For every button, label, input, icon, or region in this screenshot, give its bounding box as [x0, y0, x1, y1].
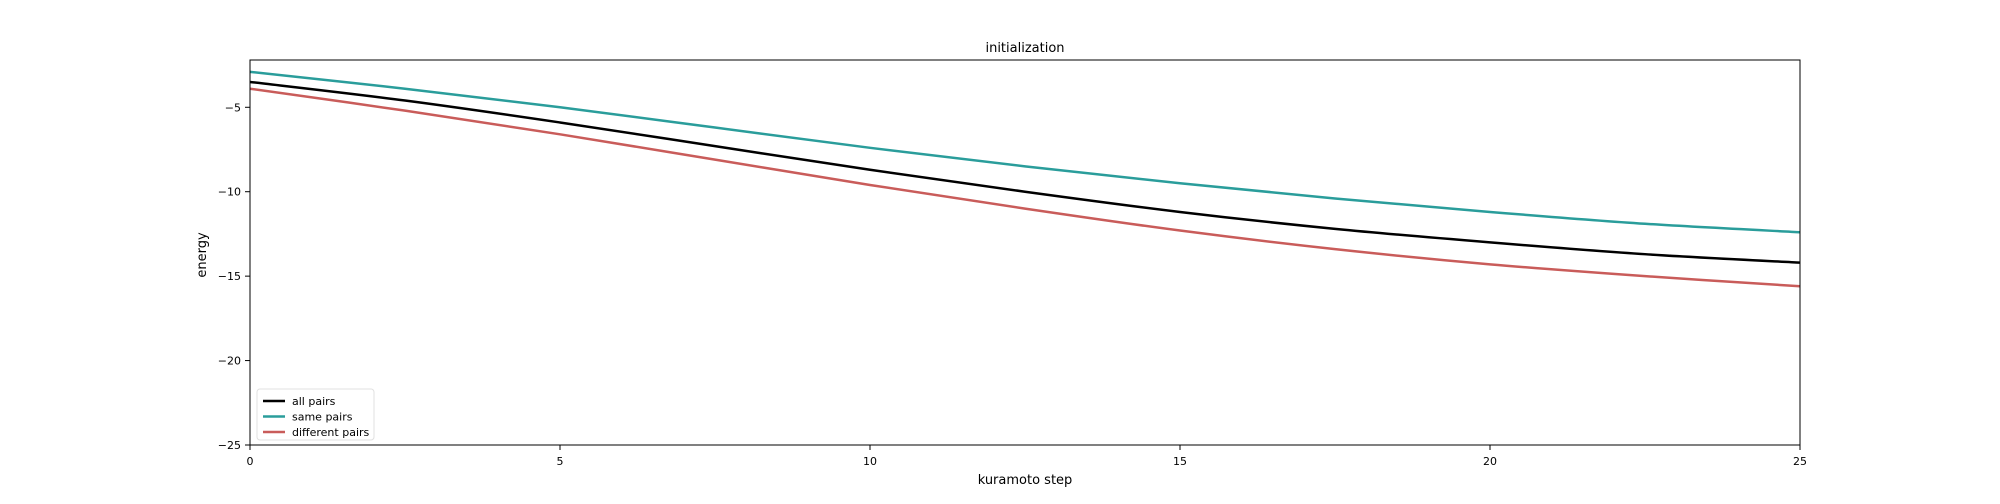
- y-tick-label: −20: [218, 355, 241, 368]
- y-tick-label: −10: [218, 186, 241, 199]
- legend-label-same-pairs: same pairs: [292, 411, 353, 424]
- y-axis-label: energy: [195, 232, 210, 278]
- x-tick-label: 25: [1793, 455, 1807, 468]
- y-tick-label: −15: [218, 270, 241, 283]
- x-tick-label: 0: [247, 455, 254, 468]
- x-tick-label: 5: [557, 455, 564, 468]
- x-tick-label: 10: [863, 455, 877, 468]
- x-tick-label: 20: [1483, 455, 1497, 468]
- legend-label-different-pairs: different pairs: [292, 426, 370, 439]
- chart-title: initialization: [985, 41, 1064, 56]
- series-line-same-pairs: [249, 70, 1801, 234]
- legend-box: [256, 388, 375, 441]
- axis-ticks: 0 5 10 15 20 25 −25 −20 −15 −10 −5: [218, 101, 1807, 468]
- series-line-all-pairs: [249, 80, 1801, 264]
- x-tick-label: 15: [1173, 455, 1187, 468]
- series-line-different-pairs: [249, 87, 1801, 288]
- x-axis-label: kuramoto step: [978, 473, 1073, 488]
- plot-frame: [249, 59, 1801, 446]
- y-tick-label: −5: [225, 101, 241, 114]
- legend: all pairs same pairs different pairs: [256, 388, 375, 441]
- y-tick-label: −25: [218, 439, 241, 452]
- legend-label-all-pairs: all pairs: [292, 395, 336, 408]
- series-lines: [249, 70, 1801, 288]
